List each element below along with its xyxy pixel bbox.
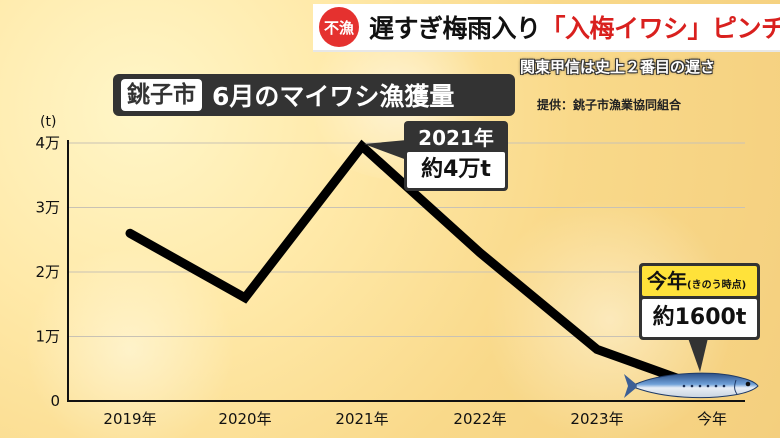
now-callout-pointer bbox=[688, 338, 708, 372]
x-tick-label: 2022年 bbox=[453, 410, 506, 428]
data-source: 提供：銚子市漁業協同組合 bbox=[537, 98, 682, 112]
chart-title: 6月のマイワシ漁獲量 bbox=[212, 82, 455, 111]
y-tick-label: 0 bbox=[50, 392, 60, 410]
current-year-value: 約1600t bbox=[642, 299, 757, 337]
chart-title-box: 銚子市 6月のマイワシ漁獲量 bbox=[113, 74, 515, 116]
background-glow bbox=[20, 250, 240, 438]
y-tick-label: 2万 bbox=[35, 263, 60, 281]
city-badge: 銚子市 bbox=[121, 79, 202, 111]
current-year-text: 今年 bbox=[647, 269, 687, 293]
x-tick-label: 2019年 bbox=[103, 410, 156, 428]
y-tick-label: 1万 bbox=[35, 328, 60, 346]
current-year-label: 今年(きのう時点) bbox=[642, 266, 757, 296]
current-year-note: (きのう時点) bbox=[687, 280, 747, 291]
subheadline: 関東甲信は史上２番目の遅さ bbox=[520, 58, 716, 76]
sardine-icon bbox=[624, 372, 759, 399]
category-tag: 不漁 bbox=[319, 7, 359, 47]
headline-highlight: 「入梅イワシ」ピンチ bbox=[540, 14, 780, 43]
x-tick-label: 2020年 bbox=[218, 410, 271, 428]
headline-prefix: 遅すぎ梅雨入り bbox=[369, 14, 541, 43]
peak-callout-pointer bbox=[364, 140, 407, 160]
headline-text: 遅すぎ梅雨入り「入梅イワシ」ピンチ bbox=[369, 9, 780, 45]
news-headline-bar: 不漁 遅すぎ梅雨入り「入梅イワシ」ピンチ bbox=[313, 4, 780, 52]
series-line bbox=[125, 139, 717, 396]
x-tick-label: 今年 bbox=[697, 410, 727, 428]
y-tick-label: 4万 bbox=[35, 134, 60, 152]
peak-value-label: 約4万t bbox=[407, 152, 505, 188]
peak-callout: 2021年 約4万t bbox=[404, 121, 508, 191]
x-tick-label: 2021年 bbox=[335, 410, 388, 428]
y-tick-label: 3万 bbox=[35, 199, 60, 217]
peak-year-label: 2021年 bbox=[418, 126, 494, 150]
y-tick-labels: 0 1万 2万 3万 4万 bbox=[35, 134, 60, 410]
x-tick-labels: 2019年 2020年 2021年 2022年 2023年 今年 bbox=[103, 410, 727, 428]
y-axis-unit: (t) bbox=[40, 114, 56, 130]
x-tick-label: 2023年 bbox=[570, 410, 623, 428]
current-year-callout: 今年(きのう時点) 約1600t bbox=[639, 263, 760, 340]
